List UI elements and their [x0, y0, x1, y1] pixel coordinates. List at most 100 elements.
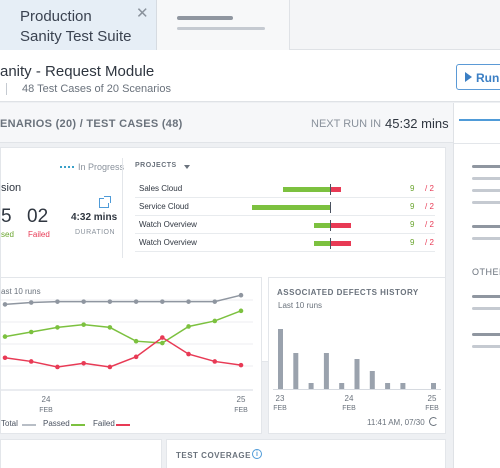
project-failed-count: / 2 [425, 184, 434, 193]
data-point-total [160, 299, 165, 304]
project-failed-bar [330, 223, 351, 228]
data-point-passed [28, 329, 34, 335]
defect-bar [278, 329, 283, 389]
project-row[interactable]: Watch Overview 9 / 2 [135, 216, 435, 234]
test-coverage-card: TEST COVERAGE i [166, 439, 446, 468]
last-updated: 11:41 AM, 07/30 [367, 418, 425, 427]
project-row[interactable]: Service Cloud 9 / 2 [135, 198, 435, 216]
project-failed-count: / 2 [425, 202, 434, 211]
placeholder-line [472, 333, 500, 336]
defect-bar [354, 359, 360, 389]
project-passed-bar [283, 187, 330, 192]
trend-subtitle: ast 10 runs [1, 287, 41, 296]
trend-line-chart: 24 FEB 25 FEB [1, 292, 253, 414]
data-point-failed [238, 362, 244, 368]
x-tick-day: 24 [42, 395, 51, 404]
data-point-failed [212, 359, 218, 364]
play-icon [465, 72, 472, 82]
project-passed-bar [314, 223, 330, 228]
project-row[interactable]: Watch Overview 9 / 2 [135, 234, 435, 252]
run-button[interactable]: Run [456, 64, 500, 90]
x-tick-month: FEB [39, 407, 53, 414]
refresh-icon[interactable] [429, 417, 438, 426]
defect-bar [400, 383, 406, 389]
defects-title: ASSOCIATED DEFECTS HISTORY [277, 288, 419, 297]
x-tick-month: FEB [342, 405, 356, 412]
data-point-passed [160, 340, 165, 346]
tab-placeholder-line [177, 16, 233, 20]
external-link-icon[interactable] [99, 196, 111, 208]
x-tick-day: 25 [428, 394, 437, 403]
summary-divider [122, 158, 123, 258]
data-point-passed [55, 325, 60, 330]
defect-bar [339, 383, 345, 389]
main-panel: ENARIOS (20) / TEST CASES (48) NEXT RUN … [0, 103, 453, 468]
session-label: sion [1, 182, 22, 194]
placeholder-line [472, 165, 500, 168]
passed-count: 5 [1, 206, 12, 227]
data-point-failed [160, 335, 165, 340]
in-progress-label: In Progress [78, 162, 125, 172]
tab-production-sanity[interactable]: Production Sanity Test Suite ✕ [0, 0, 157, 50]
tab-placeholder[interactable] [157, 0, 290, 50]
defect-bar [308, 383, 314, 389]
series-line-failed [4, 336, 242, 368]
project-passed-bar [252, 205, 330, 210]
project-failed-count: / 2 [425, 220, 434, 229]
placeholder-line [472, 295, 500, 298]
project-name: Sales Cloud [139, 184, 183, 193]
data-point-passed [133, 338, 139, 344]
placeholder-line [472, 307, 500, 310]
chevron-down-icon[interactable] [184, 165, 190, 169]
placeholder-line [472, 201, 500, 204]
project-bar-divider [330, 202, 331, 213]
placeholder-line [472, 237, 500, 240]
run-button-label: Run [476, 71, 500, 85]
info-icon[interactable]: i [252, 449, 262, 459]
project-failed-bar [330, 187, 341, 192]
data-point-failed [107, 364, 113, 370]
close-icon[interactable]: ✕ [136, 5, 149, 22]
data-point-total [212, 299, 218, 304]
x-tick-month: FEB [425, 405, 439, 412]
bottom-card [0, 439, 162, 468]
legend-passed-line [71, 424, 85, 426]
module-header: anity - Request Module 48 Test Cases of … [0, 50, 500, 102]
projects-dropdown[interactable]: PROJECTS [135, 162, 177, 169]
project-name: Service Cloud [139, 202, 189, 211]
data-point-failed [28, 359, 34, 364]
project-row[interactable]: Sales Cloud 9 / 2 [135, 180, 435, 198]
project-bar-divider [330, 238, 331, 249]
right-tab-indicator[interactable] [459, 119, 500, 121]
project-bar-divider [330, 184, 331, 195]
project-passed-bar [314, 241, 330, 246]
scenarios-count-label: ENARIOS (20) / TEST CASES (48) [0, 118, 183, 130]
project-name: Watch Overview [139, 220, 197, 229]
placeholder-line [472, 225, 500, 228]
data-point-total [2, 302, 8, 307]
placeholder-line [472, 189, 500, 192]
tab-title: Production Sanity Test Suite [20, 8, 132, 45]
defect-bar [323, 353, 329, 389]
failed-label: Failed [28, 230, 50, 239]
series-line-total [4, 294, 242, 306]
in-progress-dots-icon [60, 166, 74, 168]
duration-value: 4:32 mins [71, 212, 118, 223]
passed-label: sed [1, 230, 14, 239]
legend-failed-line [116, 424, 130, 426]
data-point-passed [107, 325, 113, 330]
page-title: anity - Request Module [0, 63, 155, 80]
duration-label: DURATION [75, 229, 116, 236]
project-name: Watch Overview [139, 238, 197, 247]
data-point-passed [186, 324, 191, 329]
data-point-total [107, 299, 113, 304]
defect-bar [431, 383, 436, 389]
defect-bar [385, 383, 391, 389]
failed-count: 02 [27, 206, 49, 227]
tab-placeholder-line [177, 27, 265, 30]
trend-legend: Total Passed Failed [1, 419, 261, 429]
x-tick-day: 25 [237, 395, 246, 404]
data-point-failed [55, 364, 60, 370]
project-failed-count: / 2 [425, 238, 434, 247]
tab-bar: Production Sanity Test Suite ✕ [0, 0, 500, 50]
